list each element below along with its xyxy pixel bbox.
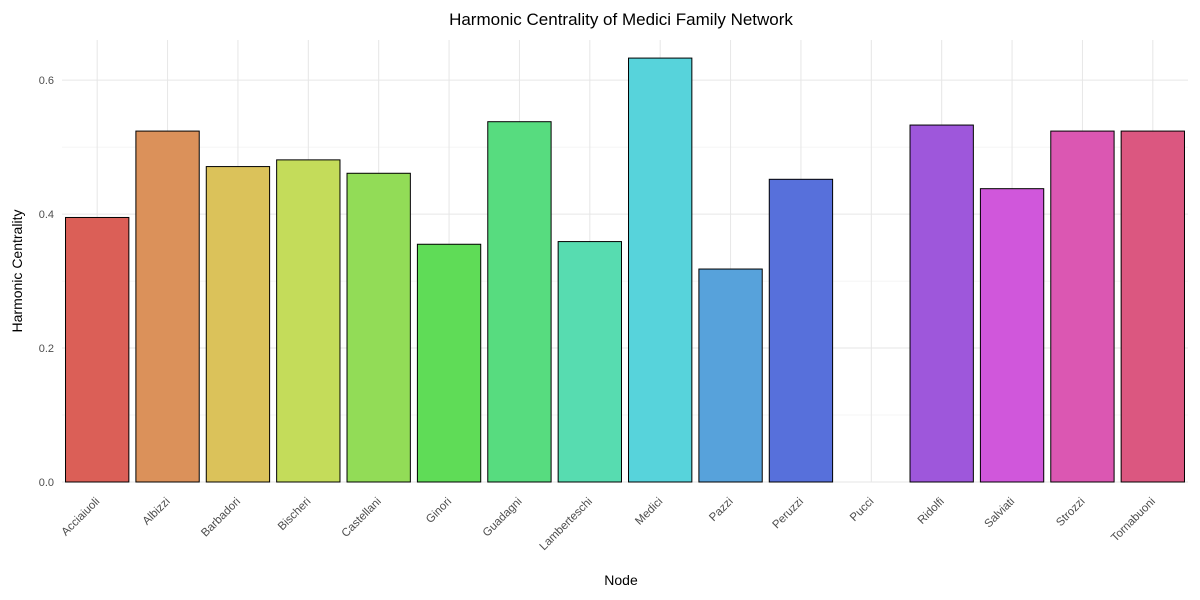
- bar-peruzzi: [768, 178, 834, 483]
- bar-albizzi: [135, 130, 200, 483]
- bars-group: [65, 57, 1185, 483]
- bar-lamberteschi: [557, 241, 622, 483]
- y-axis-title: Harmonic Centrality: [9, 210, 25, 333]
- bar-pazzi: [698, 268, 763, 483]
- bar-bischeri: [276, 159, 341, 483]
- bar-ridolfi: [909, 124, 974, 483]
- y-tick-label: 0.6: [39, 75, 54, 87]
- bar-guadagni: [487, 121, 552, 483]
- bar-salviati: [979, 188, 1045, 483]
- bar-ginori: [416, 243, 482, 483]
- bar-strozzi: [1050, 130, 1115, 483]
- y-axis-ticks: 0.0 0.2 0.4 0.6: [39, 75, 54, 489]
- chart-title: Harmonic Centrality of Medici Family Net…: [449, 10, 793, 29]
- bar-tornabuoni: [1120, 130, 1185, 483]
- bar-castellani: [346, 172, 411, 483]
- y-tick-label: 0.4: [39, 209, 54, 221]
- y-tick-label: 0.2: [39, 343, 54, 355]
- x-axis-title: Node: [604, 572, 638, 588]
- y-tick-label: 0.0: [39, 477, 54, 489]
- bar-acciaiuoli: [65, 216, 130, 483]
- bar-medici: [628, 57, 693, 483]
- bar-barbadori: [205, 166, 271, 483]
